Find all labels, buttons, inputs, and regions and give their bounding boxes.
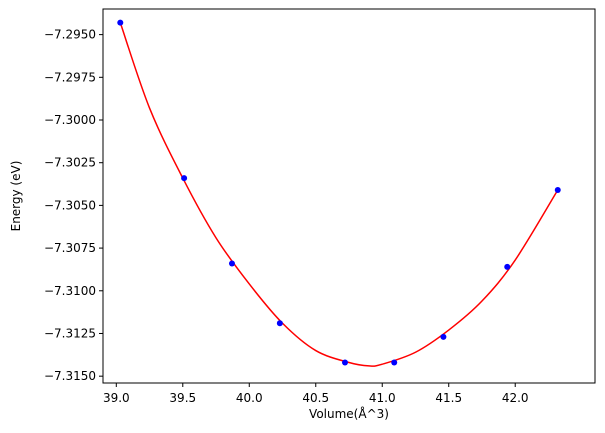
- x-tick-label: 39.0: [103, 391, 130, 405]
- data-point: [181, 175, 188, 182]
- data-point: [391, 359, 398, 366]
- y-tick-label: −7.3125: [44, 326, 96, 340]
- y-axis: −7.2950 −7.2975 −7.3000 −7.3025 −7.3050 −7.30…: [44, 28, 103, 383]
- y-tick-label: −7.3075: [44, 241, 96, 255]
- x-tick-label: 41.0: [369, 391, 396, 405]
- x-tick-label: 40.5: [302, 391, 329, 405]
- x-axis: 39.0 39.5 40.0 40.5 41.0 41.5 42.0: [103, 383, 529, 405]
- data-point: [554, 187, 561, 194]
- x-tick-label: 42.0: [502, 391, 529, 405]
- data-point: [504, 263, 511, 270]
- x-tick-label: 39.5: [169, 391, 196, 405]
- y-tick-label: −7.2950: [44, 28, 96, 42]
- x-axis-label: Volume(Å^3): [309, 406, 389, 421]
- plot-frame: [102, 8, 596, 384]
- plot-layer: [117, 19, 561, 367]
- y-tick-label: −7.3050: [44, 198, 96, 212]
- data-point: [440, 333, 447, 340]
- y-tick-label: −7.2975: [44, 70, 96, 84]
- y-tick-label: −7.3150: [44, 369, 96, 383]
- data-point: [276, 320, 283, 327]
- data-point: [342, 359, 349, 366]
- data-point: [117, 19, 124, 26]
- x-tick-label: 40.0: [236, 391, 263, 405]
- data-point: [228, 260, 235, 267]
- y-axis-label: Energy (eV): [9, 161, 23, 232]
- x-tick-label: 41.5: [435, 391, 462, 405]
- y-tick-label: −7.3025: [44, 156, 96, 170]
- y-tick-label: −7.3000: [44, 113, 96, 127]
- y-tick-label: −7.3100: [44, 284, 96, 298]
